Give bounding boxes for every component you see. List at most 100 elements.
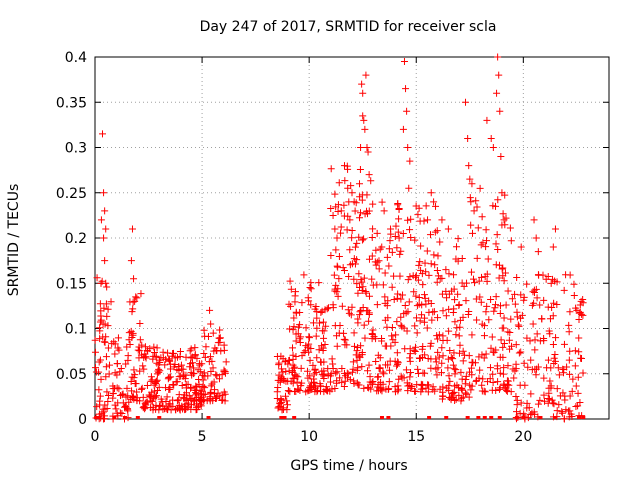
data-point	[487, 296, 495, 304]
data-point	[97, 375, 105, 383]
data-point	[188, 353, 196, 361]
data-point	[392, 222, 400, 230]
data-point	[354, 344, 362, 352]
data-point	[209, 329, 217, 337]
data-point	[411, 322, 419, 330]
data-point	[284, 387, 292, 395]
data-point	[496, 310, 504, 318]
data-point	[420, 217, 428, 225]
data-point	[402, 309, 410, 317]
data-point	[332, 246, 340, 254]
data-point	[508, 342, 516, 350]
data-point	[319, 346, 327, 354]
data-point	[547, 382, 555, 390]
data-point	[494, 53, 502, 61]
data-point	[170, 363, 178, 371]
data-point	[400, 374, 408, 382]
data-point	[133, 388, 141, 396]
data-point	[529, 288, 537, 296]
data-point	[328, 355, 336, 363]
zero-marker	[521, 416, 526, 419]
data-point	[393, 362, 401, 370]
chart-title: Day 247 of 2017, SRMTID for receiver scl…	[200, 19, 497, 35]
data-point	[278, 375, 286, 383]
data-point	[368, 379, 376, 387]
data-point	[518, 311, 526, 319]
data-point	[92, 368, 100, 376]
data-point	[122, 393, 130, 401]
data-point	[388, 248, 396, 256]
data-point	[506, 329, 514, 337]
data-point	[419, 381, 427, 389]
data-point	[186, 347, 194, 355]
data-point	[96, 392, 104, 400]
data-point	[333, 288, 341, 296]
data-point	[417, 388, 425, 396]
data-point	[544, 399, 552, 407]
data-point	[430, 251, 438, 259]
data-point	[499, 370, 507, 378]
data-point	[467, 386, 475, 394]
data-point	[484, 255, 492, 263]
data-point	[572, 382, 580, 390]
data-point	[512, 341, 520, 349]
data-point	[141, 343, 149, 351]
data-point	[206, 395, 214, 403]
data-point	[456, 316, 464, 324]
data-point	[423, 324, 431, 332]
data-point	[473, 254, 481, 262]
data-point	[421, 259, 429, 267]
data-point	[523, 334, 531, 342]
data-point	[511, 290, 519, 298]
data-point	[344, 184, 352, 192]
data-point	[328, 385, 336, 393]
data-point	[465, 393, 473, 401]
data-point	[315, 319, 323, 327]
data-point	[200, 391, 208, 399]
data-point	[404, 276, 412, 284]
data-point	[540, 374, 548, 382]
data-point	[337, 223, 345, 231]
data-point	[327, 165, 335, 173]
y-tick-label: 0.3	[65, 141, 87, 157]
data-point	[331, 225, 339, 233]
data-point	[423, 247, 431, 255]
data-point	[359, 89, 367, 97]
data-point	[300, 271, 308, 279]
data-point	[492, 301, 500, 309]
data-point	[329, 301, 337, 309]
data-point	[569, 375, 577, 383]
data-point	[439, 383, 447, 391]
data-point	[495, 274, 503, 282]
data-point	[393, 294, 401, 302]
zero-marker	[279, 416, 284, 419]
data-point	[439, 332, 447, 340]
data-point	[499, 353, 507, 361]
data-point	[132, 380, 140, 388]
data-point	[207, 320, 215, 328]
data-point	[210, 347, 218, 355]
data-point	[128, 394, 136, 402]
data-point	[502, 386, 510, 394]
data-point	[130, 374, 138, 382]
data-point	[362, 287, 370, 295]
data-point	[375, 257, 383, 265]
data-point	[339, 264, 347, 272]
data-point	[151, 348, 159, 356]
data-point	[451, 370, 459, 378]
data-point	[323, 386, 331, 394]
data-point	[186, 363, 194, 371]
data-point	[565, 321, 573, 329]
data-point	[320, 375, 328, 383]
data-point	[454, 290, 462, 298]
data-point	[547, 364, 555, 372]
data-point	[395, 215, 403, 223]
data-point	[431, 261, 439, 269]
data-point	[150, 343, 158, 351]
data-point	[459, 393, 467, 401]
data-point	[107, 298, 115, 306]
data-point	[358, 278, 366, 286]
data-point	[112, 405, 120, 413]
zero-marker	[112, 416, 117, 419]
data-point	[372, 261, 380, 269]
